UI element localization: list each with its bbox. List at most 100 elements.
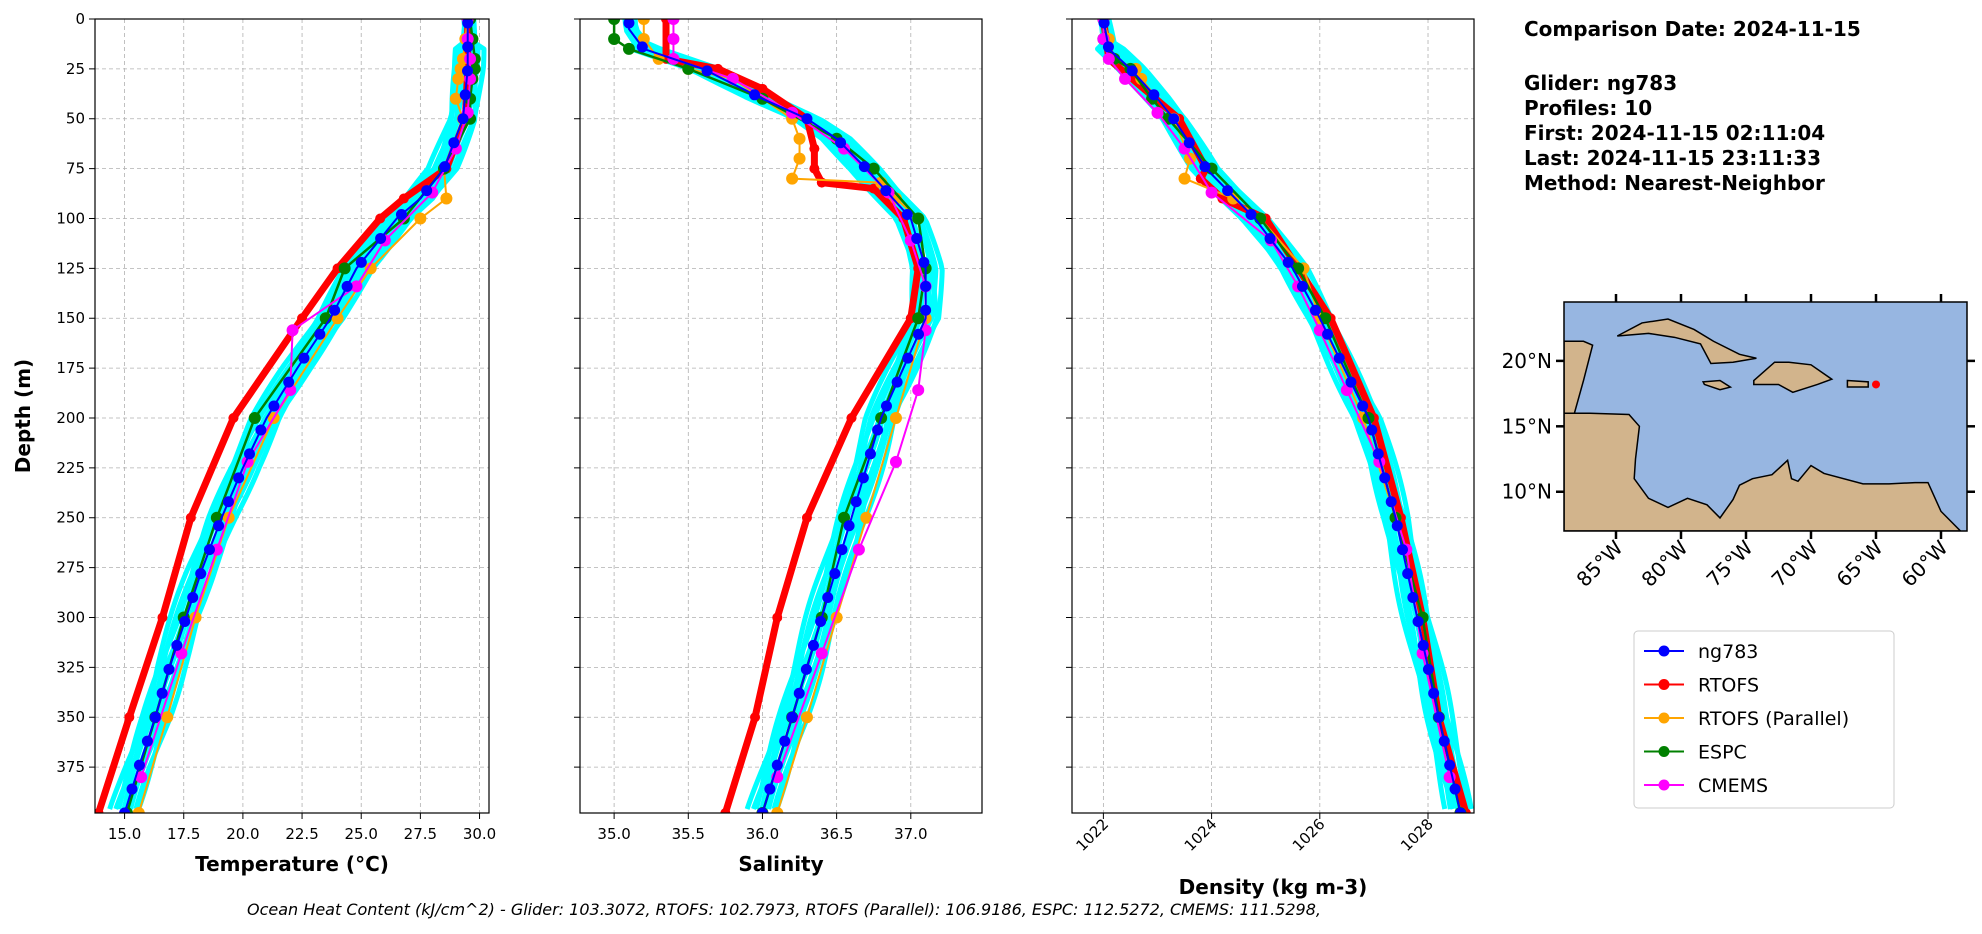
series-rtofs (1098, 19, 1471, 813)
data-point (911, 232, 923, 244)
data-point (872, 424, 884, 436)
data-point (712, 63, 723, 74)
data-point (608, 32, 621, 45)
data-point (1385, 496, 1397, 508)
data-point (858, 161, 870, 173)
data-point (793, 152, 806, 165)
lat-tick-label: 15°N (1502, 414, 1552, 438)
data-point (1449, 783, 1461, 795)
data-point (701, 65, 713, 77)
series-line (627, 19, 927, 813)
x-tick-label: 37.0 (894, 825, 927, 843)
data-point (414, 212, 427, 225)
series-line (1099, 19, 1470, 813)
panel-sal: 35.0 35.5 36.0 36.5 37.0 Salinity (574, 18, 983, 876)
x-axis-label: Salinity (738, 852, 823, 876)
data-point (1433, 711, 1445, 723)
data-point (244, 448, 256, 460)
y-tick-label: 200 (56, 409, 85, 427)
data-point (1245, 209, 1257, 221)
data-point (283, 376, 295, 388)
data-point (338, 262, 351, 275)
data-point (398, 193, 409, 204)
data-point (439, 161, 451, 173)
series-ng783 (119, 19, 474, 813)
data-point (1119, 72, 1132, 85)
data-point (255, 424, 267, 436)
data-point (149, 711, 161, 723)
y-tick-label: 275 (56, 559, 85, 577)
glider-profile-line (128, 19, 481, 810)
data-point (448, 137, 460, 149)
legend-entry: RTOFS (1644, 675, 1759, 697)
legend-entry: ESPC (1644, 742, 1747, 764)
data-point (637, 19, 650, 25)
glider-profile-line (1095, 19, 1456, 810)
x-tick-label: 1026 (1289, 815, 1329, 855)
data-point (667, 32, 680, 45)
data-point (286, 324, 299, 337)
last-time: Last: 2024-11-15 23:11:33 (1524, 146, 1821, 170)
data-point (815, 615, 827, 627)
data-point (452, 72, 465, 85)
data-point (268, 400, 280, 412)
data-point (297, 313, 308, 324)
series-rtofs (661, 19, 924, 813)
data-point (228, 412, 239, 423)
data-point (459, 89, 471, 101)
data-point (133, 759, 145, 771)
data-point (462, 65, 474, 77)
glider-profile-line (1105, 19, 1467, 810)
first-time: First: 2024-11-15 02:11:04 (1524, 121, 1825, 145)
data-point (852, 543, 865, 556)
data-point (912, 312, 925, 325)
data-point (622, 42, 635, 55)
data-point (793, 132, 806, 145)
location-map: 10°N 15°N 20°N 85°W 80°W 75°W 70°W 65°W 60°W (1502, 294, 1975, 592)
data-point (457, 113, 469, 125)
y-tick-label: 350 (56, 708, 85, 726)
data-point (222, 496, 234, 508)
comparison-date: Comparison Date: 2024-11-15 (1524, 17, 1861, 41)
data-point (350, 280, 363, 293)
x-tick-label: 17.5 (167, 825, 200, 843)
axes-frame (579, 18, 983, 814)
data-point (126, 783, 138, 795)
data-point (1126, 65, 1138, 77)
plot-area (608, 19, 945, 813)
axes-frame (1071, 18, 1475, 814)
data-point (1222, 185, 1234, 197)
data-point (157, 612, 168, 623)
plot-area (95, 19, 487, 813)
data-point (119, 807, 131, 813)
data-point (1454, 807, 1466, 813)
data-point (868, 183, 879, 194)
glider-profile-line (133, 19, 487, 810)
data-point (1309, 304, 1321, 316)
series-line (137, 19, 469, 813)
glider-profile-line (1106, 19, 1472, 810)
lon-tick-label: 80°W (1637, 535, 1693, 591)
data-point (1168, 113, 1180, 125)
data-point (364, 262, 377, 275)
series-espc (1097, 19, 1467, 813)
glider-name: Glider: ng783 (1524, 71, 1677, 95)
lon-tick-label: 65°W (1832, 535, 1888, 591)
legend-marker (1658, 746, 1670, 757)
data-point (918, 256, 930, 268)
data-point (440, 192, 453, 205)
glider-profile-line (1098, 19, 1464, 810)
lon-tick-label: 75°W (1702, 535, 1758, 591)
x-tick-label: 35.0 (597, 825, 630, 843)
data-point (835, 137, 847, 149)
data-point (1412, 615, 1424, 627)
glider-location-marker (1872, 380, 1880, 389)
series-line (1102, 19, 1462, 813)
glider-profile-line (1101, 19, 1474, 810)
y-tick-label: 300 (56, 608, 85, 626)
data-point (864, 448, 876, 460)
data-point (829, 568, 841, 580)
landmass (1701, 379, 1733, 391)
data-point (355, 256, 367, 268)
y-tick-label: 150 (56, 309, 85, 327)
